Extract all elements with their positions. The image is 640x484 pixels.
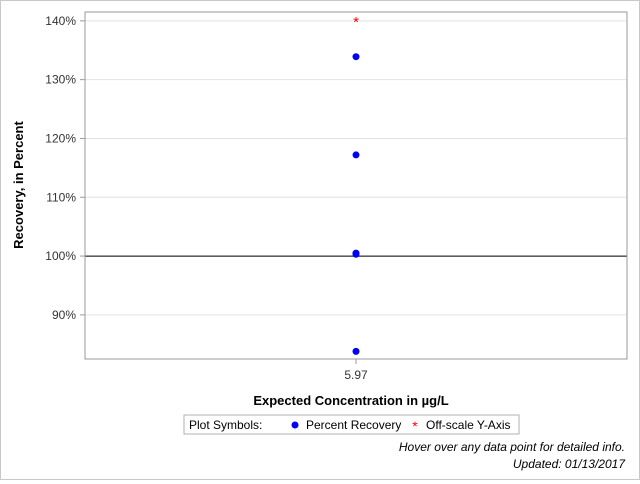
y-tick-label: 140% [45,14,76,28]
legend-item-off-scale: Off-scale Y-Axis [426,418,510,432]
y-tick-label: 130% [45,73,76,87]
y-tick-label: 110% [46,190,76,204]
data-point[interactable] [352,250,360,258]
y-tick-label: 90% [52,308,76,322]
data-point[interactable] [352,53,360,61]
data-point[interactable] [352,347,360,355]
y-tick-label: 100% [45,249,76,263]
legend-circle-marker [291,421,299,429]
y-tick-label: 120% [45,131,76,145]
plot-area [84,11,628,360]
data-points: * [352,14,360,355]
data-point[interactable] [352,151,360,159]
legend-box [183,414,520,435]
x-axis-title: Expected Concentration in µg/L [253,393,448,408]
legend: Plot Symbols: Percent Recovery * Off-sca… [183,414,520,435]
updated-date: Updated: 01/13/2017 [513,457,626,471]
off-scale-point[interactable]: * [353,14,359,31]
x-tick-label: 5.97 [344,368,368,382]
y-axis-title: Recovery, in Percent [11,121,26,249]
legend-asterisk-marker: * [412,418,418,434]
hover-hint: Hover over any data point for detailed i… [399,440,625,454]
y-axis: 90% 100% 110% 120% 130% 140% [45,14,85,322]
gridlines [85,20,627,316]
legend-title: Plot Symbols: [189,418,262,432]
legend-item-percent-recovery: Percent Recovery [306,418,401,432]
x-axis: 5.97 [344,359,368,382]
